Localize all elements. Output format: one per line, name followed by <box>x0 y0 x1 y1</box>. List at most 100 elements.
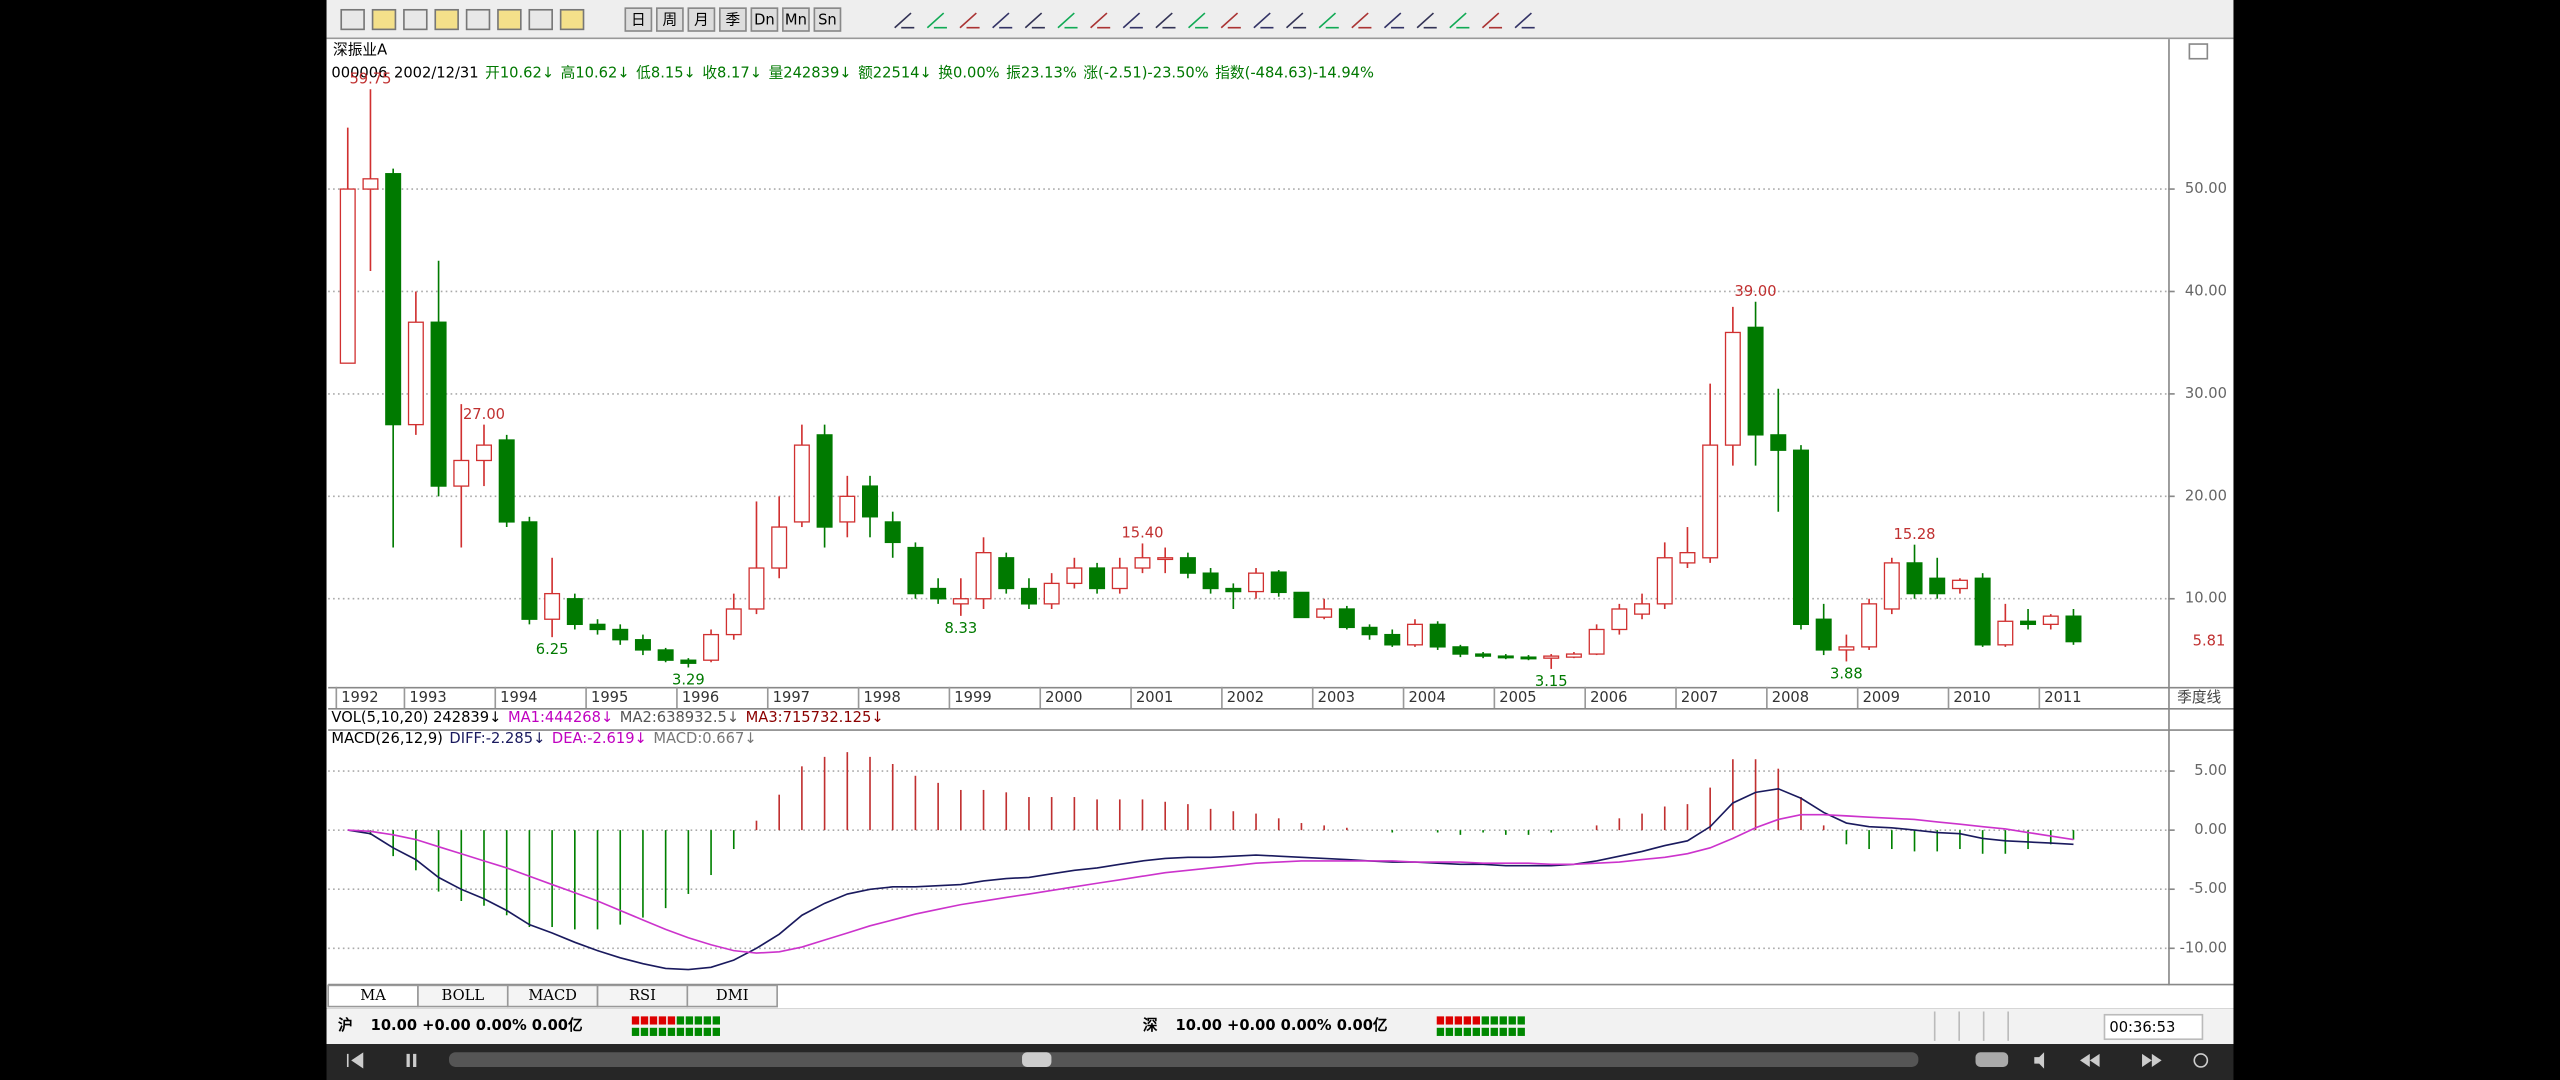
drawing-tool[interactable] <box>959 12 980 29</box>
toolbar-button[interactable] <box>655 7 684 32</box>
info-item: 低8.15↓ <box>636 64 696 81</box>
progress-knob[interactable] <box>1022 1052 1052 1067</box>
candle-body <box>1406 623 1423 646</box>
y-tick-label: 10.00 <box>2185 590 2227 607</box>
candle-body <box>1020 587 1037 605</box>
breadth-block <box>667 1027 676 1036</box>
candle-body <box>1043 582 1060 605</box>
toolbar-icon[interactable] <box>528 8 553 31</box>
mute-button[interactable] <box>2034 1052 2045 1069</box>
toolbar-icon[interactable] <box>403 8 428 31</box>
drawing-tool[interactable] <box>1449 12 1470 29</box>
pause-button[interactable] <box>406 1053 417 1067</box>
breadth-block <box>694 1027 703 1036</box>
x-tick-label: 1999 <box>954 689 991 706</box>
toolbar-button[interactable] <box>687 7 716 32</box>
breadth-block <box>667 1016 676 1025</box>
candle-body <box>748 567 765 610</box>
candle-body <box>2020 620 2037 626</box>
extreme-label: 39.00 <box>1735 283 1777 300</box>
toolbar-button[interactable] <box>813 7 842 32</box>
tab-label[interactable]: BOLL <box>442 987 485 1004</box>
toolbar-button[interactable] <box>719 7 747 32</box>
drawing-tool[interactable] <box>1285 12 1307 29</box>
drawing-tool[interactable] <box>1351 12 1372 29</box>
candle-body <box>634 639 651 651</box>
drawing-tool[interactable] <box>1318 12 1339 29</box>
y-tick-label: 30.00 <box>2185 385 2227 402</box>
drawing-tool[interactable] <box>926 12 947 29</box>
drawing-tool[interactable] <box>1416 12 1437 29</box>
breadth-block <box>1508 1027 1516 1036</box>
tab-label[interactable]: MACD <box>528 987 577 1004</box>
x-tick-label: 1996 <box>682 689 719 706</box>
toolbar-button-label[interactable]: 季 <box>726 11 741 28</box>
drawing-tool[interactable] <box>1514 12 1535 29</box>
settings-button[interactable] <box>2193 1053 2209 1068</box>
candle-body <box>1974 577 1991 646</box>
candle-body <box>1838 646 1855 651</box>
toolbar-button-label[interactable]: Mn <box>785 11 807 28</box>
x-tick-label: 2002 <box>1227 689 1264 706</box>
drawing-tool[interactable] <box>1122 12 1143 29</box>
candle-body <box>544 592 561 620</box>
tab-label[interactable]: RSI <box>629 987 656 1004</box>
toolbar-icon[interactable] <box>434 8 459 31</box>
seek-buttons[interactable] <box>2080 1053 2162 1067</box>
candle-body <box>1883 562 1900 610</box>
toolbar-button-label[interactable]: Dn <box>754 11 775 28</box>
drawing-tool[interactable] <box>1383 12 1405 29</box>
x-tick-label: 2011 <box>2044 689 2081 706</box>
drawing-tool[interactable] <box>1090 12 1111 29</box>
x-tick-label: 1997 <box>773 689 810 706</box>
info-item: 2002/12/31 <box>394 64 479 81</box>
time-box <box>2103 1013 2204 1041</box>
progress-track[interactable] <box>448 1052 1919 1067</box>
toolbar-icon[interactable] <box>340 8 365 31</box>
toolbar-button-label[interactable]: 日 <box>631 11 646 28</box>
toolbar-button-label[interactable]: Sn <box>818 11 837 28</box>
toolbar-icon[interactable] <box>497 8 522 31</box>
extreme-label: 8.33 <box>944 620 977 637</box>
drawing-tool[interactable] <box>894 12 915 29</box>
drawing-tool[interactable] <box>1155 12 1176 29</box>
drawing-tool[interactable] <box>1057 12 1078 29</box>
y-tick-label: -5.00 <box>2189 880 2227 897</box>
toolbar-button[interactable] <box>750 7 779 32</box>
toolbar-button-label[interactable]: 月 <box>694 11 709 28</box>
info-item: VOL(5,10,20) 242839↓ <box>331 709 501 726</box>
toolbar-button[interactable] <box>624 7 653 32</box>
breadth-block <box>1436 1016 1445 1025</box>
candle-body <box>521 521 538 620</box>
drawing-tool[interactable] <box>992 12 1013 29</box>
candle-body <box>1634 603 1651 615</box>
toolbar-button[interactable] <box>782 7 810 32</box>
toolbar-icon[interactable] <box>371 8 397 31</box>
breadth-block <box>685 1027 694 1036</box>
panel-icon[interactable] <box>2188 43 2209 60</box>
toolbar-button-label[interactable]: 周 <box>663 11 678 28</box>
toolbar-icon[interactable] <box>465 8 491 31</box>
breadth-block <box>676 1016 685 1025</box>
drawing-tool[interactable] <box>1253 12 1274 29</box>
y-tick-label: 5.00 <box>2194 762 2227 779</box>
candle-body <box>998 557 1015 590</box>
drawing-tool[interactable] <box>1188 12 1209 29</box>
drawing-tool[interactable] <box>1220 12 1241 29</box>
volume-knob[interactable] <box>1975 1052 2009 1067</box>
candle-body <box>725 608 742 636</box>
tab-label[interactable]: DMI <box>716 987 749 1004</box>
tab-label[interactable]: MA <box>360 987 386 1004</box>
breadth-block <box>1517 1016 1525 1025</box>
prev-button[interactable] <box>346 1052 364 1069</box>
tab[interactable] <box>686 984 778 1008</box>
drawing-tool[interactable] <box>1024 12 1045 29</box>
market-name: 沪 <box>338 1016 353 1034</box>
drawing-tool[interactable] <box>1481 12 1503 29</box>
breadth-block <box>694 1016 703 1025</box>
breadth-block <box>1436 1027 1445 1036</box>
x-tick-label: 2009 <box>1863 689 1900 706</box>
toolbar-icon[interactable] <box>559 8 585 31</box>
candle-body <box>1747 326 1764 436</box>
